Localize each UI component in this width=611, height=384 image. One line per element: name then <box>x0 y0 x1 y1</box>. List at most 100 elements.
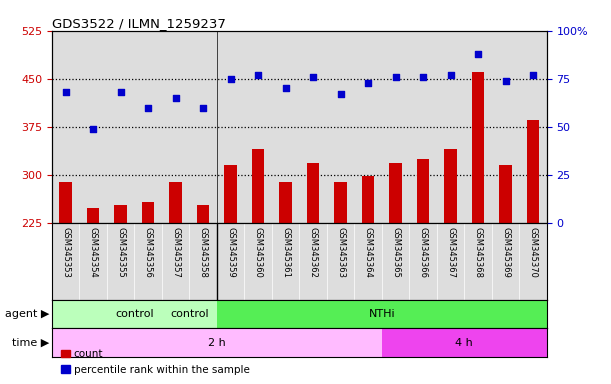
Bar <box>197 205 210 223</box>
Bar <box>134 31 162 223</box>
Point <box>336 91 346 97</box>
Bar <box>107 223 134 300</box>
Bar <box>327 31 354 223</box>
Point <box>501 78 511 84</box>
Text: GSM345370: GSM345370 <box>529 227 538 277</box>
Bar <box>79 223 107 300</box>
Text: GSM345359: GSM345359 <box>226 227 235 277</box>
Bar <box>299 223 327 300</box>
Point <box>89 126 98 132</box>
Bar <box>244 223 272 300</box>
Bar <box>389 163 402 223</box>
Text: time ▶: time ▶ <box>12 338 49 348</box>
Bar <box>142 202 155 223</box>
Bar <box>382 223 409 300</box>
Bar <box>499 165 512 223</box>
Bar <box>464 223 492 300</box>
Point <box>254 72 263 78</box>
Bar <box>52 31 79 223</box>
Text: GDS3522 / ILMN_1259237: GDS3522 / ILMN_1259237 <box>52 17 226 30</box>
Bar <box>334 182 347 223</box>
Bar <box>437 31 464 223</box>
Bar <box>189 31 217 223</box>
Point <box>391 74 401 80</box>
Text: GSM345361: GSM345361 <box>281 227 290 277</box>
Text: control: control <box>170 309 209 319</box>
Point <box>61 89 71 95</box>
Bar <box>327 223 354 300</box>
Bar <box>437 223 464 300</box>
Bar <box>492 223 519 300</box>
Bar <box>169 182 182 223</box>
Bar <box>114 205 127 223</box>
Point <box>171 95 181 101</box>
Point <box>446 72 456 78</box>
Bar <box>52 328 382 357</box>
Text: GSM345357: GSM345357 <box>171 227 180 277</box>
Text: agent ▶: agent ▶ <box>5 309 49 319</box>
Text: GSM345358: GSM345358 <box>199 227 208 277</box>
Bar <box>382 328 547 357</box>
Text: GSM345365: GSM345365 <box>391 227 400 277</box>
Bar <box>217 223 244 300</box>
Text: GSM345362: GSM345362 <box>309 227 318 277</box>
Text: GSM345356: GSM345356 <box>144 227 153 277</box>
Text: GSM345366: GSM345366 <box>419 227 428 278</box>
Bar <box>224 165 237 223</box>
Text: GSM345363: GSM345363 <box>336 227 345 278</box>
Text: 4 h: 4 h <box>455 338 474 348</box>
Bar <box>162 31 189 223</box>
Text: GSM345353: GSM345353 <box>61 227 70 277</box>
Text: control: control <box>115 309 154 319</box>
Bar <box>252 149 265 223</box>
Bar <box>354 31 382 223</box>
Bar <box>134 223 162 300</box>
Bar <box>87 208 100 223</box>
Bar <box>272 31 299 223</box>
Text: NTHi: NTHi <box>368 309 395 319</box>
Point <box>226 76 236 82</box>
Point <box>529 72 538 78</box>
Bar <box>492 31 519 223</box>
Point <box>281 85 291 91</box>
Bar <box>107 31 134 223</box>
Bar <box>472 72 485 223</box>
Bar <box>527 120 540 223</box>
Text: GSM345369: GSM345369 <box>501 227 510 277</box>
Text: GSM345364: GSM345364 <box>364 227 373 277</box>
Bar <box>52 300 217 328</box>
Point <box>363 79 373 86</box>
Point <box>198 104 208 111</box>
Bar <box>217 31 244 223</box>
Bar <box>59 182 72 223</box>
Text: GSM345355: GSM345355 <box>116 227 125 277</box>
Bar <box>417 159 430 223</box>
Bar <box>189 223 217 300</box>
Point <box>144 104 153 111</box>
Bar <box>409 31 437 223</box>
Bar <box>382 31 409 223</box>
Point <box>418 74 428 80</box>
Point <box>309 74 318 80</box>
Point <box>474 51 483 57</box>
Bar <box>244 31 272 223</box>
Point <box>116 89 126 95</box>
Bar <box>519 223 547 300</box>
Bar <box>444 149 457 223</box>
Bar <box>354 223 382 300</box>
Bar <box>162 223 189 300</box>
Bar <box>217 300 547 328</box>
Bar <box>307 163 320 223</box>
Bar <box>279 182 292 223</box>
Bar <box>464 31 492 223</box>
Text: 2 h: 2 h <box>208 338 226 348</box>
Bar <box>409 223 437 300</box>
Text: GSM345354: GSM345354 <box>89 227 98 277</box>
Bar <box>52 223 79 300</box>
Bar <box>362 176 375 223</box>
Bar <box>519 31 547 223</box>
Text: GSM345360: GSM345360 <box>254 227 263 277</box>
Text: GSM345368: GSM345368 <box>474 227 483 278</box>
Bar <box>79 31 107 223</box>
Legend: count, percentile rank within the sample: count, percentile rank within the sample <box>57 345 254 379</box>
